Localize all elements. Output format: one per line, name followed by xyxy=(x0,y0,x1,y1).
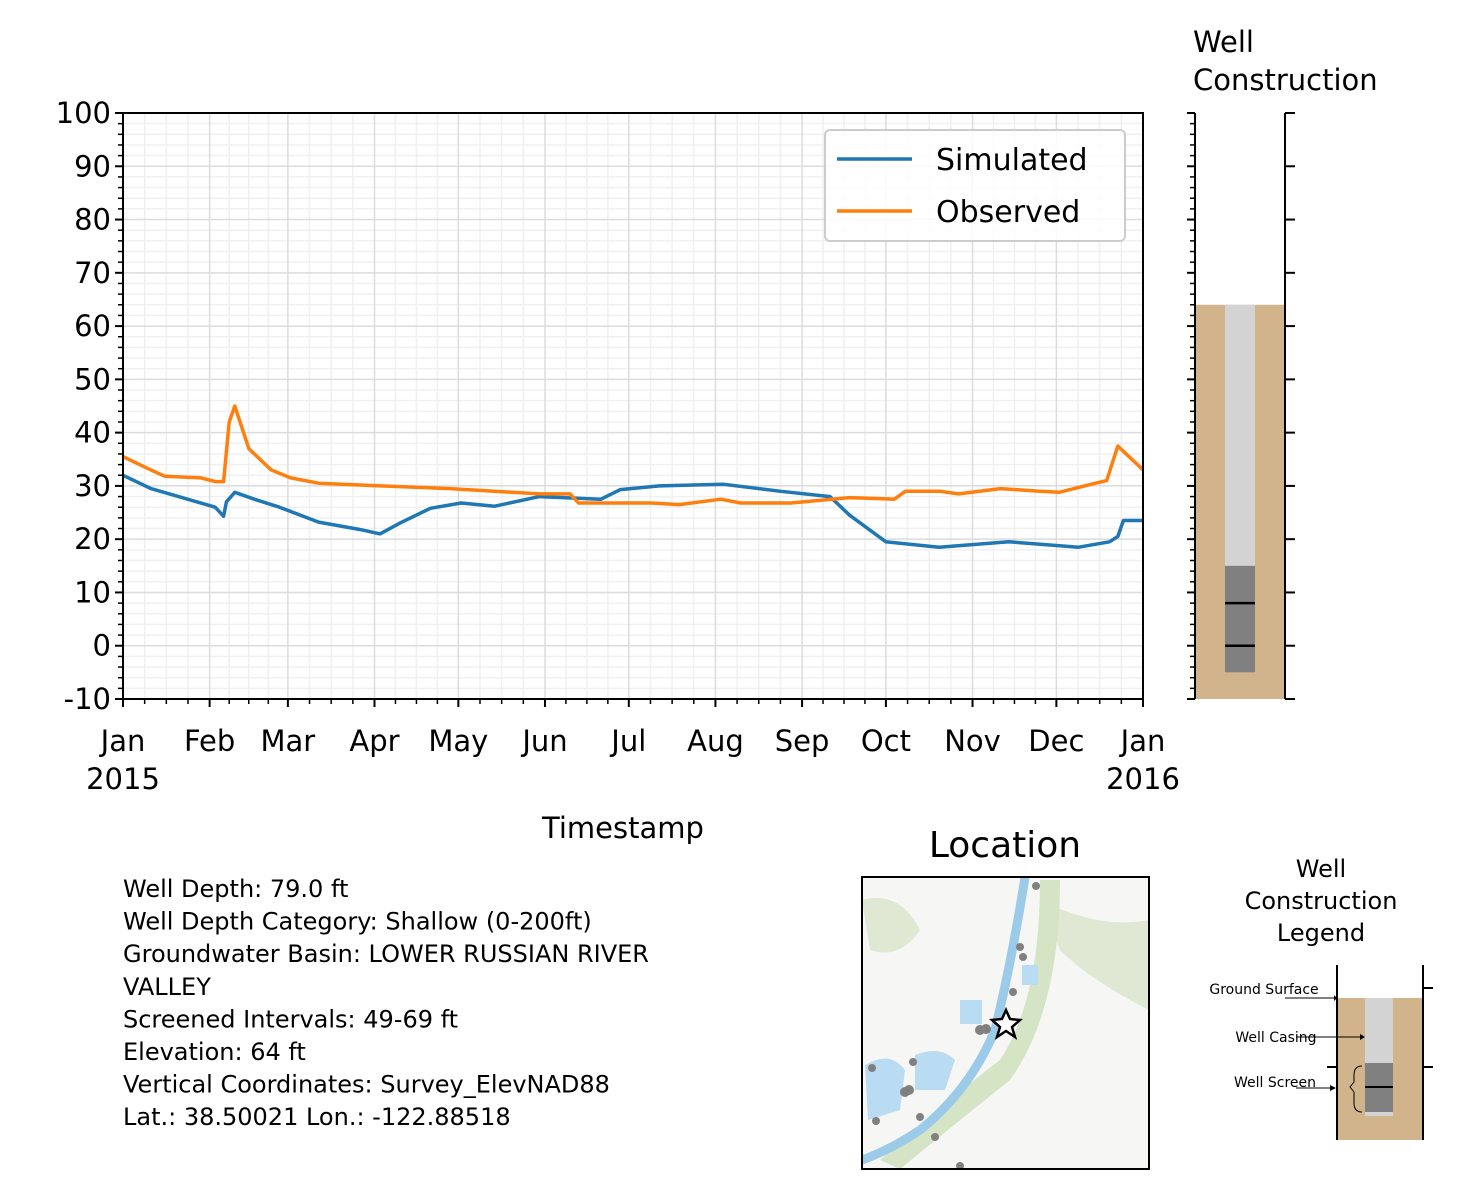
map-title: Location xyxy=(929,825,1081,866)
legend-title: Well Construction Legend xyxy=(1245,855,1398,947)
x-tick-label: Jan 2016 xyxy=(1106,724,1180,796)
info-line: Screened Intervals: 49-69 ft xyxy=(123,1005,458,1033)
x-tick-label: Feb xyxy=(184,724,235,758)
x-tick-label: Aug xyxy=(687,724,744,758)
x-tick-label: Jul xyxy=(609,724,646,758)
map-star xyxy=(989,1006,1023,1040)
y-tick-label: 100 xyxy=(56,96,111,130)
info-line: Groundwater Basin: LOWER RUSSIAN RIVER xyxy=(123,940,649,968)
y-tick-label: 30 xyxy=(74,469,111,503)
legend-label: Observed xyxy=(936,195,1080,230)
y-tick-label: 90 xyxy=(74,149,111,183)
y-tick-label: 80 xyxy=(74,203,111,237)
info-line: Elevation: 64 ft xyxy=(123,1038,306,1066)
legend-diagram xyxy=(1285,965,1433,1140)
x-tick-label: Mar xyxy=(261,724,316,758)
info-line: Well Depth Category: Shallow (0-200ft) xyxy=(123,908,592,936)
x-tick-label: Jan 2015 xyxy=(86,724,160,796)
y-tick-label: 0 xyxy=(93,629,111,663)
map-pond xyxy=(915,1051,955,1090)
info-line: Lat.: 38.50021 Lon.: -122.88518 xyxy=(123,1103,511,1131)
legend-item-label: Well Screen xyxy=(1234,1075,1316,1091)
location-map xyxy=(861,876,1150,1170)
x-tick-label: Dec xyxy=(1028,724,1084,758)
y-tick-label: -10 xyxy=(64,682,111,716)
x-tick-label: May xyxy=(428,724,488,758)
map-floodplain xyxy=(880,880,1060,1169)
y-tick-label: 50 xyxy=(74,362,111,396)
map-pond xyxy=(1022,965,1038,985)
map-pond xyxy=(865,1058,905,1120)
legend-item-label: Ground Surface xyxy=(1209,982,1318,998)
legend-label: Simulated xyxy=(936,143,1088,178)
y-tick-label: 10 xyxy=(74,575,111,609)
map-pond xyxy=(960,1000,982,1024)
y-tick-label: 40 xyxy=(74,416,111,450)
data-line xyxy=(122,404,1145,507)
x-tick-label: Oct xyxy=(861,724,911,758)
map-terrain xyxy=(862,898,920,953)
info-line: Vertical Coordinates: Survey_ElevNAD88 xyxy=(123,1071,610,1099)
legend-item-label: Well Casing xyxy=(1235,1030,1316,1046)
info-line: VALLEY xyxy=(123,973,211,1001)
screen xyxy=(1225,565,1255,673)
map-frame xyxy=(861,876,1150,1170)
x-tick-label: Jun xyxy=(520,724,567,758)
map-wells xyxy=(868,882,1040,1169)
x-tick-label: Nov xyxy=(944,724,1001,758)
x-axis-label: Timestamp xyxy=(541,811,704,845)
info-line: Well Depth: 79.0 ft xyxy=(123,875,348,903)
map-terrain xyxy=(1040,900,1149,1010)
axes-frame xyxy=(122,112,1144,700)
x-tick-label: Sep xyxy=(775,724,830,758)
panel-title: Well Construction xyxy=(1193,25,1378,97)
y-tick-label: 20 xyxy=(74,522,111,556)
map-river xyxy=(862,877,1030,1165)
x-tick-label: Apr xyxy=(349,724,399,758)
data-line xyxy=(122,473,1143,549)
y-tick-label: 60 xyxy=(74,309,111,343)
y-tick-label: 70 xyxy=(74,256,111,290)
